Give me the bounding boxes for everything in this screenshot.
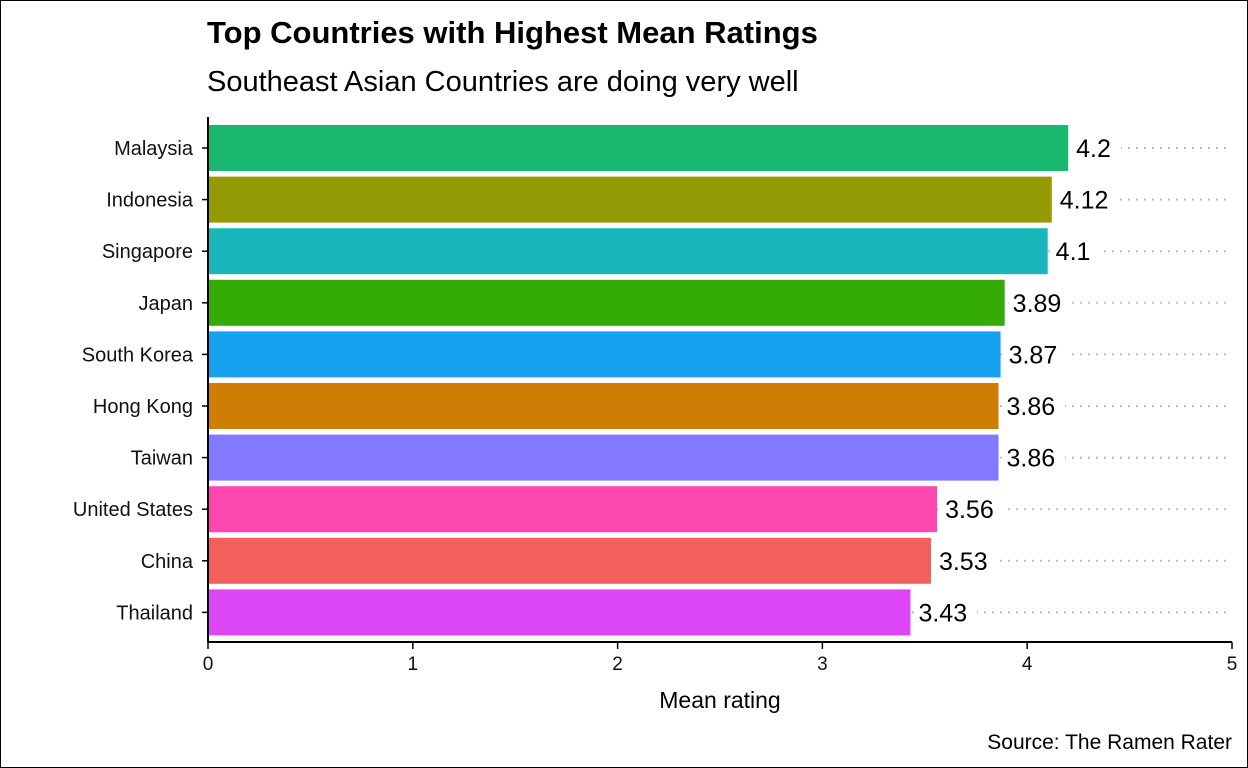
value-label-background xyxy=(1055,184,1119,215)
x-tick-label: 0 xyxy=(203,654,214,675)
chart-title: Top Countries with Highest Mean Ratings xyxy=(207,15,818,50)
value-label-background xyxy=(1002,442,1065,473)
category-label: United States xyxy=(73,499,193,521)
value-label-background xyxy=(1002,391,1065,421)
x-tick-label: 5 xyxy=(1227,654,1238,675)
chart-subtitle: Southeast Asian Countries are doing very… xyxy=(207,66,799,98)
bar-japan xyxy=(208,279,1005,326)
bar-malaysia xyxy=(208,125,1069,171)
value-label: 4.1 xyxy=(1056,238,1091,266)
value-label: 4.12 xyxy=(1060,187,1109,215)
value-label: 3.43 xyxy=(918,599,967,627)
x-tick-label: 3 xyxy=(817,654,828,675)
x-tick-label: 2 xyxy=(612,654,623,675)
value-label-background xyxy=(934,545,998,576)
category-label: China xyxy=(141,551,194,573)
category-label: Malaysia xyxy=(114,138,194,160)
chart-caption: Source: The Ramen Rater xyxy=(987,731,1232,754)
category-label: Thailand xyxy=(116,602,193,624)
bar-thailand xyxy=(208,589,911,636)
value-label: 3.86 xyxy=(1007,393,1056,421)
x-axis-title: Mean rating xyxy=(659,687,780,713)
bar-indonesia xyxy=(208,176,1052,223)
category-label: Singapore xyxy=(102,241,193,263)
value-label: 3.89 xyxy=(1013,290,1062,318)
value-label-background xyxy=(1008,287,1072,318)
value-label-background xyxy=(941,494,1004,525)
x-tick-label: 1 xyxy=(408,654,419,675)
bar-hong-kong xyxy=(208,383,999,429)
value-label-background xyxy=(1072,133,1121,163)
value-label-background xyxy=(914,597,977,628)
bar-taiwan xyxy=(208,434,999,481)
plot-area: 4.2 Malaysia 4.12 Indonesia 4.1 Singapore 3.89… xyxy=(73,117,1237,675)
value-label: 3.56 xyxy=(945,496,994,524)
value-label: 3.86 xyxy=(1007,445,1056,473)
x-tick-label: 4 xyxy=(1022,654,1033,675)
bar-singapore xyxy=(208,228,1048,275)
category-label: Taiwan xyxy=(131,448,193,470)
category-label: Japan xyxy=(139,293,194,315)
category-label: South Korea xyxy=(82,344,194,366)
bar-united-states xyxy=(208,486,938,533)
category-label: Hong Kong xyxy=(93,396,193,418)
bar-south-korea xyxy=(208,331,1001,378)
value-label: 4.2 xyxy=(1076,135,1111,163)
value-label: 3.53 xyxy=(939,548,988,576)
category-label: Indonesia xyxy=(106,190,194,212)
bar-china xyxy=(208,537,931,584)
value-label: 3.87 xyxy=(1009,341,1058,369)
value-label-background xyxy=(1051,236,1101,267)
value-label-background xyxy=(1004,339,1067,370)
